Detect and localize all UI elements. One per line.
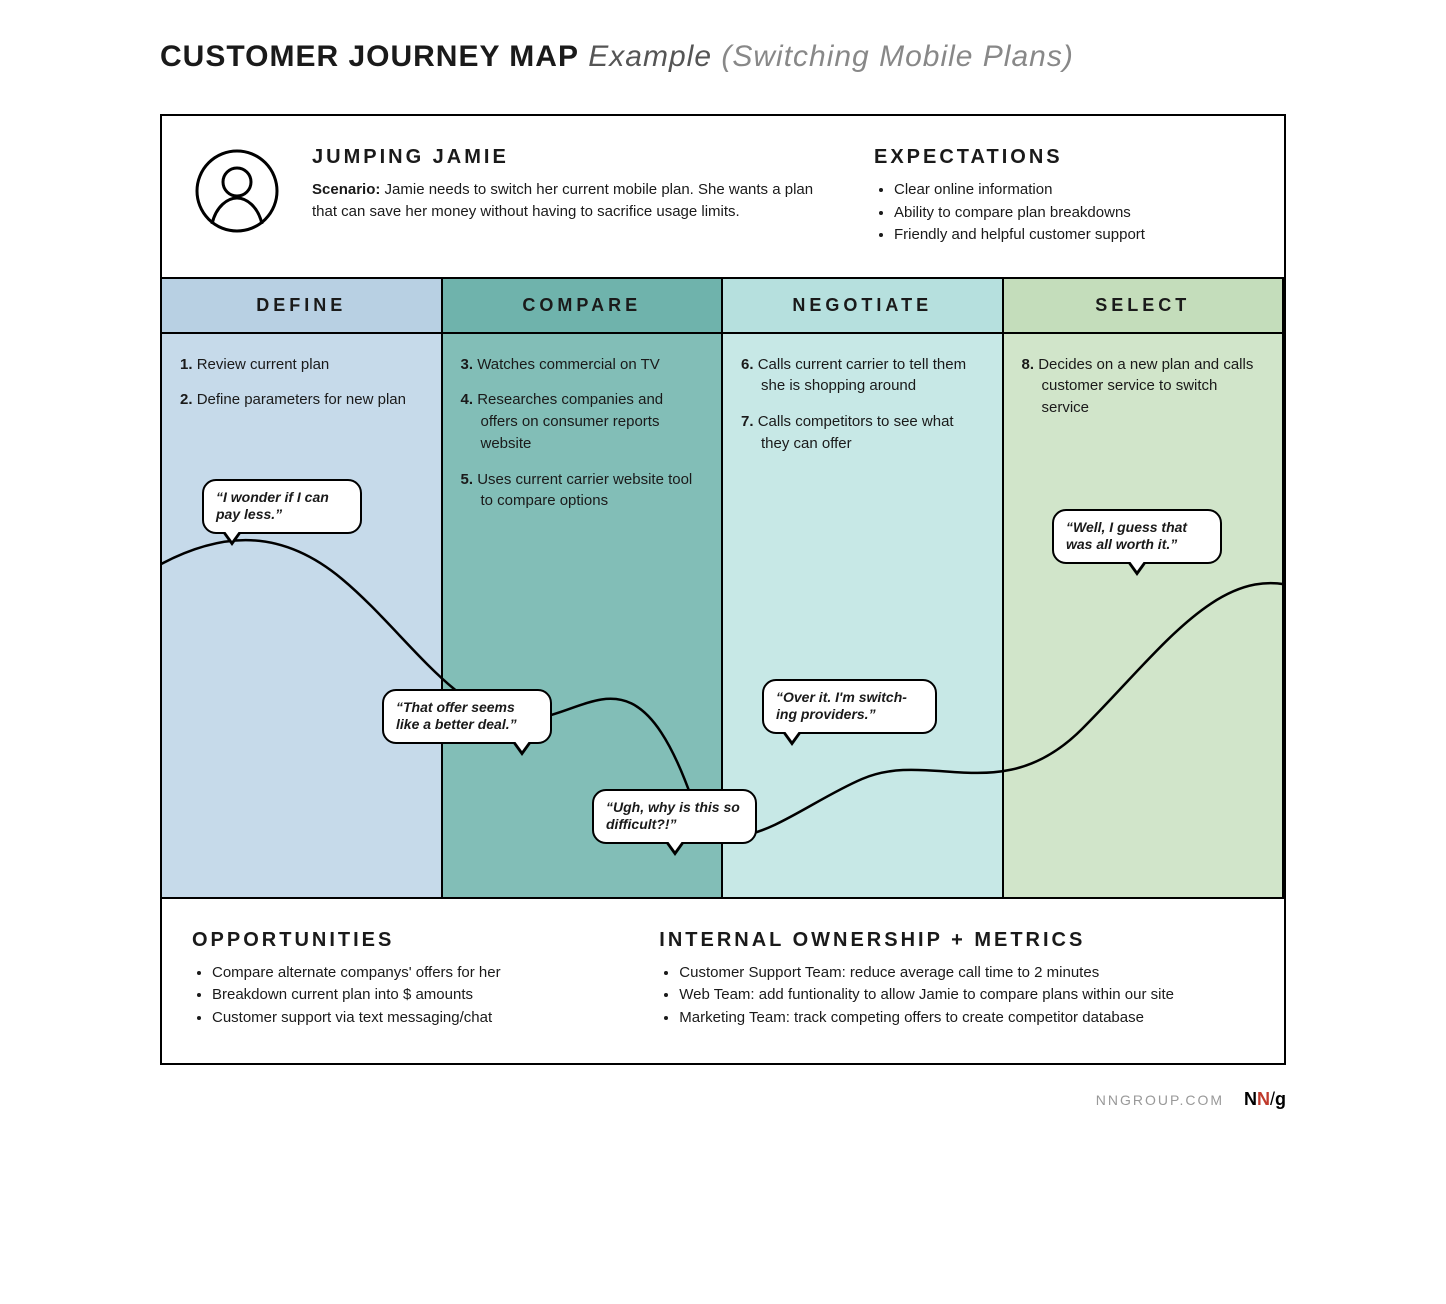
scenario-text: Scenario: Jamie needs to switch her curr… [312,179,834,223]
footer-row: OPPORTUNITIES Compare alternate companys… [162,899,1284,1064]
expectations-item: Clear online information [894,179,1254,202]
credit-line: NNGROUP.COM NN/g [160,1089,1286,1110]
title-light: Example [588,40,712,73]
ownership-col: INTERNAL OWNERSHIP + METRICS Customer Su… [659,929,1254,1030]
stage-step: 5. Uses current carrier website tool to … [461,469,704,513]
scenario-label: Scenario: [312,181,380,198]
stage-body: 6. Calls current carrier to tell them sh… [723,334,1002,897]
expectations-col: EXPECTATIONS Clear online informationAbi… [874,146,1254,247]
expectations-item: Friendly and helpful customer support [894,224,1254,247]
logo-g: g [1275,1089,1286,1109]
title-bold: CUSTOMER JOURNEY MAP [160,40,579,73]
nn-logo: NN/g [1244,1089,1286,1109]
opportunities-item: Customer support via text messaging/chat [212,1007,629,1030]
logo-n1: N [1244,1089,1257,1109]
stages-row: DEFINE 1. Review current plan 2. Define pa… [162,279,1284,899]
stage-col-define: DEFINE 1. Review current plan 2. Define pa… [162,279,443,897]
stage-step: 6. Calls current carrier to tell them sh… [741,354,984,398]
stage-step: 4. Researches companies and offers on co… [461,389,704,454]
expectations-item: Ability to compare plan breakdowns [894,202,1254,225]
logo-n2: N [1257,1089,1270,1109]
opportunities-list: Compare alternate companys' offers for h… [192,962,629,1030]
stage-step: 1. Review current plan [180,354,423,376]
ownership-list: Customer Support Team: reduce average ca… [659,962,1254,1030]
expectations-heading: EXPECTATIONS [874,146,1254,169]
stage-step: 2. Define parameters for new plan [180,389,423,411]
expectations-list: Clear online informationAbility to compa… [874,179,1254,247]
ownership-heading: INTERNAL OWNERSHIP + METRICS [659,929,1254,952]
persona-col: JUMPING JAMIE Scenario: Jamie needs to s… [312,146,874,247]
opportunities-col: OPPORTUNITIES Compare alternate companys… [192,929,659,1030]
persona-name: JUMPING JAMIE [312,146,834,169]
stage-head: SELECT [1004,279,1283,334]
stage-head: NEGOTIATE [723,279,1002,334]
stage-step: 3. Watches commercial on TV [461,354,704,376]
stage-head: DEFINE [162,279,441,334]
avatar-col [192,146,312,247]
stage-step: 7. Calls competitors to see what they ca… [741,411,984,455]
ownership-item: Web Team: add funtionality to allow Jami… [679,984,1254,1007]
stage-head: COMPARE [443,279,722,334]
title-paren: (Switching Mobile Plans) [721,40,1073,73]
credit-site: NNGROUP.COM [1096,1092,1224,1108]
stage-body: 1. Review current plan 2. Define paramete… [162,334,441,897]
journey-frame: JUMPING JAMIE Scenario: Jamie needs to s… [160,114,1286,1065]
opportunities-item: Breakdown current plan into $ amounts [212,984,629,1007]
stage-body: 8. Decides on a new plan and calls custo… [1004,334,1283,897]
persona-avatar-icon [192,146,282,236]
scenario-body: Jamie needs to switch her current mobile… [312,181,813,220]
header-row: JUMPING JAMIE Scenario: Jamie needs to s… [162,116,1284,279]
opportunities-item: Compare alternate companys' offers for h… [212,962,629,985]
stage-step: 8. Decides on a new plan and calls custo… [1022,354,1265,419]
stage-body: 3. Watches commercial on TV 4. Researches… [443,334,722,897]
stage-col-negotiate: NEGOTIATE 6. Calls current carrier to tel… [723,279,1004,897]
ownership-item: Customer Support Team: reduce average ca… [679,962,1254,985]
opportunities-heading: OPPORTUNITIES [192,929,629,952]
ownership-item: Marketing Team: track competing offers t… [679,1007,1254,1030]
stage-col-select: SELECT 8. Decides on a new plan and calls… [1004,279,1285,897]
stage-col-compare: COMPARE 3. Watches commercial on TV 4. Res… [443,279,724,897]
page-title: CUSTOMER JOURNEY MAP Example (Switching … [160,40,1286,74]
